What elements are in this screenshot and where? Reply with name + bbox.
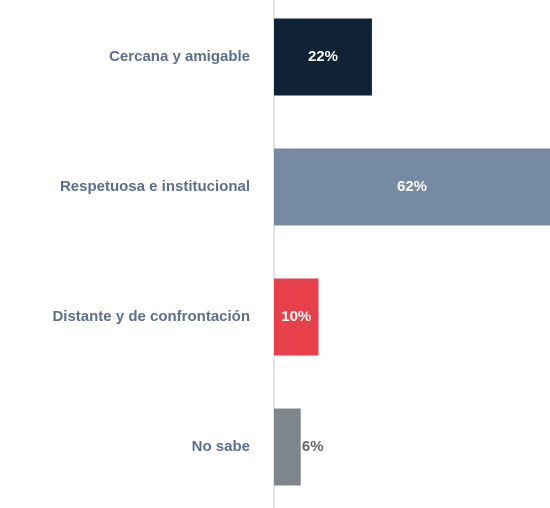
value-label: 6% <box>302 438 324 455</box>
category-label: Distante y de confrontación <box>52 308 250 325</box>
category-label: Respetuosa e institucional <box>60 178 250 195</box>
bar <box>274 18 372 96</box>
value-label: 22% <box>308 48 338 65</box>
value-label: 62% <box>397 178 427 195</box>
value-label: 10% <box>281 308 311 325</box>
bar <box>274 148 550 226</box>
category-label: No sabe <box>192 438 250 455</box>
bar <box>274 278 319 356</box>
bar <box>274 408 301 486</box>
category-label: Cercana y amigable <box>109 48 250 65</box>
